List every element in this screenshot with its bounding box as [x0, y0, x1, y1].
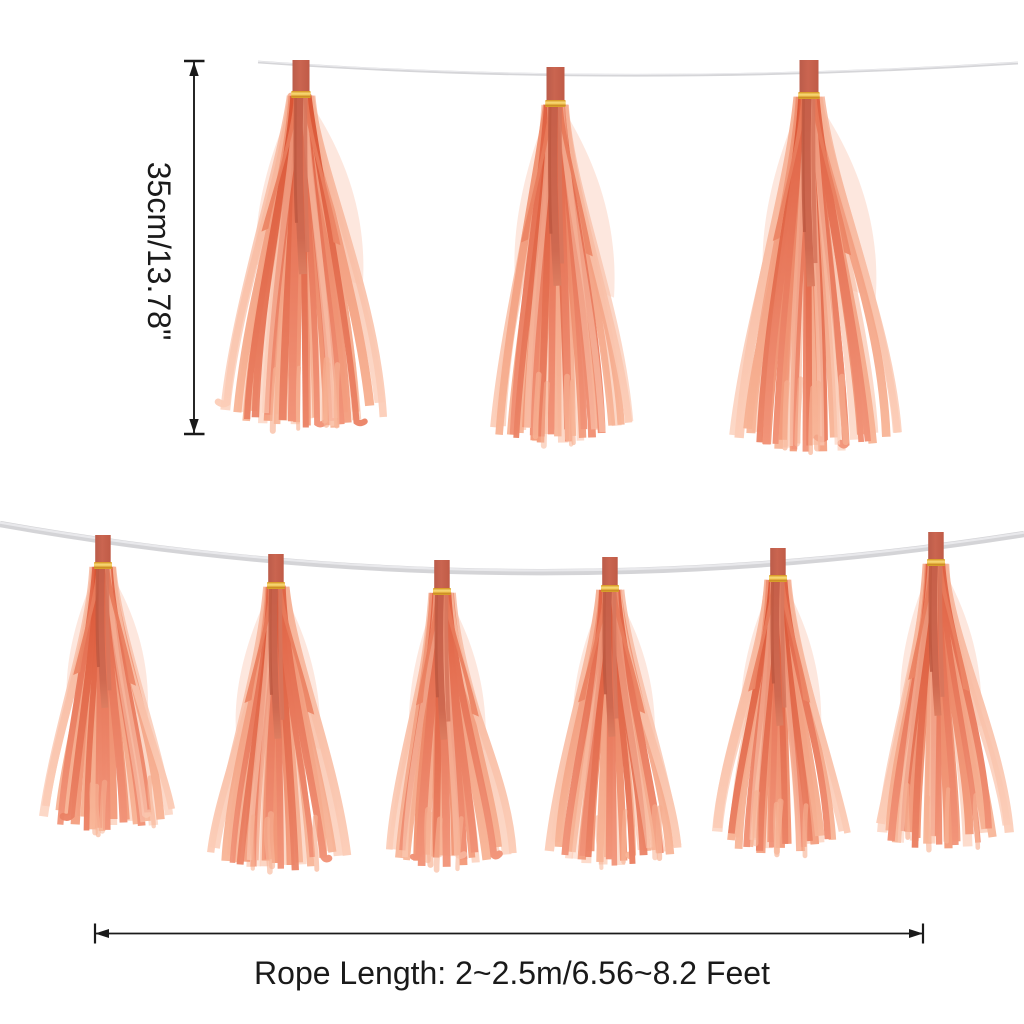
svg-text:Rope Length: 2~2.5m/6.56~8.2 F: Rope Length: 2~2.5m/6.56~8.2 Feet [254, 955, 770, 991]
svg-text:35cm/13.78": 35cm/13.78" [141, 162, 177, 341]
